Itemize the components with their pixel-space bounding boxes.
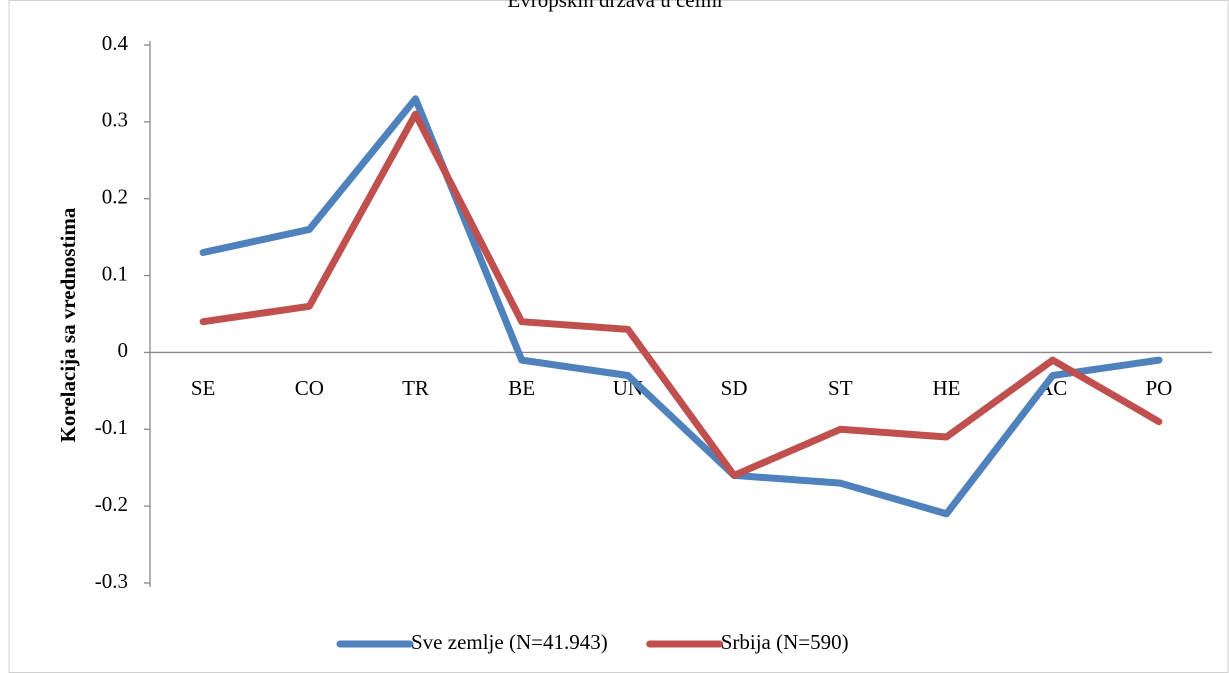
x-tick-label: TR xyxy=(402,376,429,400)
chart-title: Evropskih država u celini xyxy=(507,0,722,12)
y-tick-label: -0.2 xyxy=(95,492,128,516)
x-tick-label: CO xyxy=(295,376,324,400)
x-tick-label: SE xyxy=(191,376,216,400)
y-tick-label: 0 xyxy=(118,338,129,362)
x-tick-label: ST xyxy=(828,376,853,400)
y-tick-label: -0.1 xyxy=(95,415,128,439)
series-line xyxy=(199,95,1163,518)
series-line xyxy=(199,110,1163,479)
y-tick-label: 0.2 xyxy=(102,185,128,209)
x-tick-label: HE xyxy=(933,376,961,400)
y-tick-label: -0.3 xyxy=(95,569,128,593)
x-tick-label: SD xyxy=(721,376,748,400)
y-tick-label: 0.1 xyxy=(102,261,128,285)
y-axis-title: Korelacija sa vrednostima xyxy=(56,207,80,442)
y-tick-label: 0.4 xyxy=(102,31,129,55)
legend-label: Srbija (N=590) xyxy=(721,630,849,654)
x-tick-label: PO xyxy=(1145,376,1172,400)
x-tick-label: BE xyxy=(508,376,535,400)
legend-label: Sve zemlje (N=41.943) xyxy=(411,630,608,654)
y-tick-label: 0.3 xyxy=(102,108,128,132)
chart-border xyxy=(8,0,1229,673)
